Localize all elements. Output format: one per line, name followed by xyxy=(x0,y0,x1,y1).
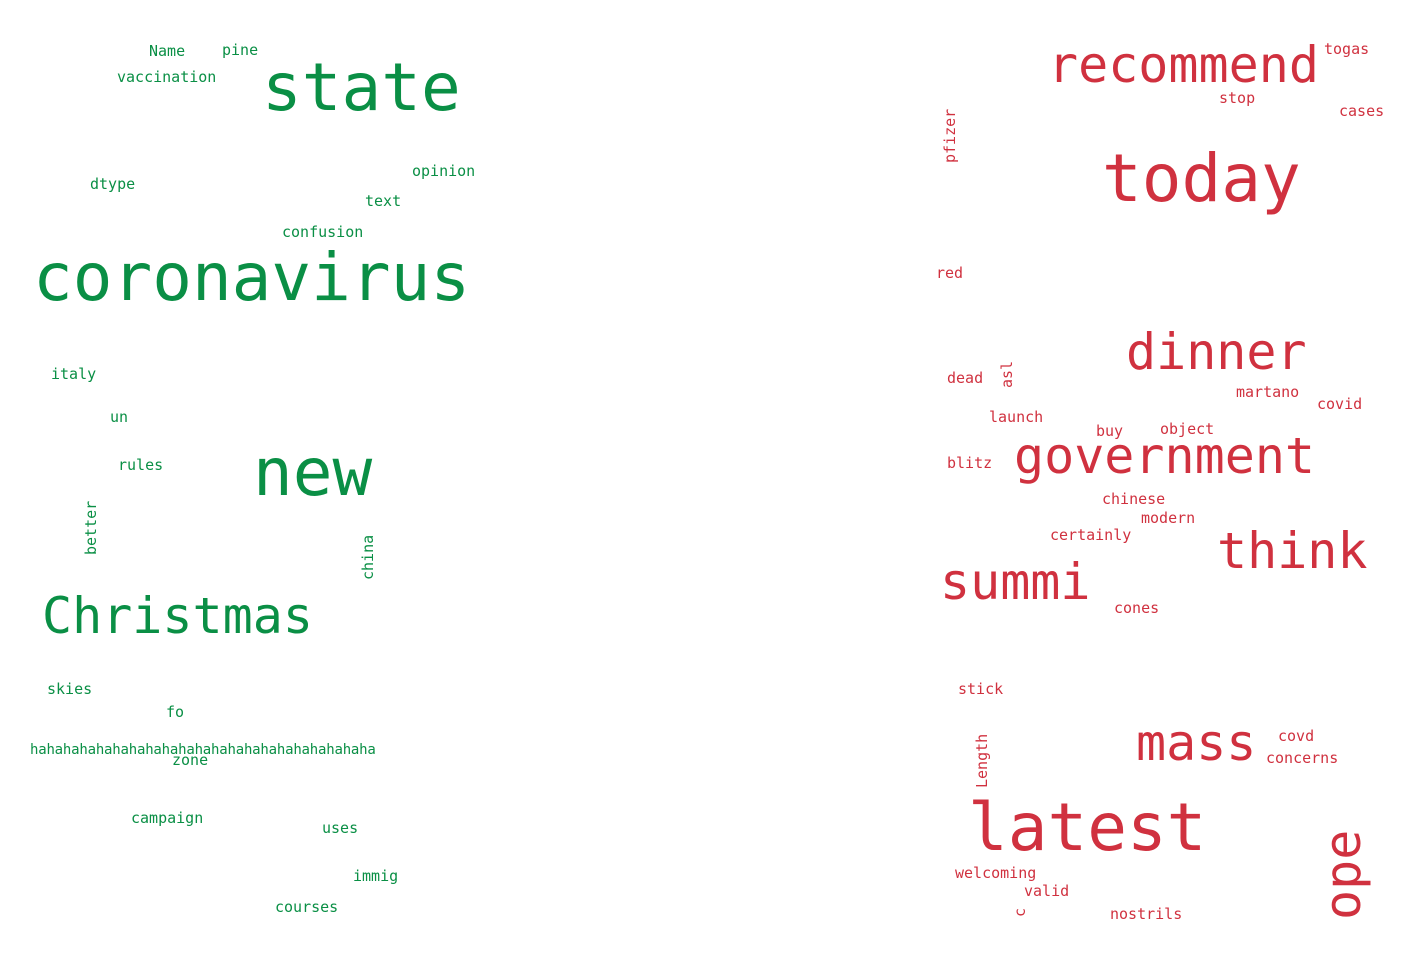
word: valid xyxy=(1024,882,1070,900)
word: text xyxy=(365,192,402,210)
word: vaccination xyxy=(117,68,217,86)
word: mass xyxy=(1136,714,1257,772)
word-cloud-left: Name pine vaccination state dtype opinio… xyxy=(0,0,560,966)
word: stick xyxy=(958,680,1004,698)
word: fo xyxy=(166,703,185,721)
word: covid xyxy=(1317,395,1363,413)
word: launch xyxy=(989,408,1044,426)
word: chinese xyxy=(1102,490,1166,508)
word: cases xyxy=(1339,102,1385,120)
word: togas xyxy=(1324,40,1370,58)
word: modern xyxy=(1141,509,1196,527)
word: un xyxy=(110,408,129,426)
word: nostrils xyxy=(1110,905,1183,923)
word: latest xyxy=(968,789,1207,866)
word: opinion xyxy=(412,162,476,180)
word: welcoming xyxy=(955,864,1037,882)
word: dead xyxy=(947,369,984,387)
word: Name xyxy=(149,42,186,60)
word: red xyxy=(936,264,964,282)
word: coronavirus xyxy=(33,239,471,316)
word: pfizer xyxy=(941,108,959,163)
word-cloud-right: recommend togas stop cases pfizer today … xyxy=(900,0,1419,966)
word: Length xyxy=(973,733,991,788)
word: concerns xyxy=(1266,749,1339,767)
word: immig xyxy=(353,867,399,885)
word: campaign xyxy=(131,809,204,827)
word: dinner xyxy=(1126,323,1307,381)
word: Christmas xyxy=(42,587,313,645)
word: summi xyxy=(940,553,1091,611)
word: covd xyxy=(1278,727,1315,745)
word: rules xyxy=(118,456,164,474)
word: better xyxy=(82,500,100,555)
word: china xyxy=(359,534,377,580)
word: certainly xyxy=(1050,526,1132,544)
word: dtype xyxy=(90,175,136,193)
word: c xyxy=(1011,907,1029,917)
word: think xyxy=(1217,522,1368,580)
word: courses xyxy=(275,898,339,916)
word: pine xyxy=(222,41,259,59)
word: buy xyxy=(1096,422,1124,440)
word: government xyxy=(1014,427,1316,485)
word: martano xyxy=(1236,383,1300,401)
word: ope xyxy=(1314,829,1372,920)
word: asl xyxy=(998,360,1016,388)
word: italy xyxy=(51,365,97,383)
word: stop xyxy=(1219,89,1256,107)
word: zone xyxy=(172,751,209,769)
word: skies xyxy=(47,680,93,698)
word: object xyxy=(1160,420,1215,438)
word: uses xyxy=(322,819,359,837)
word: recommend xyxy=(1048,36,1319,94)
word: confusion xyxy=(282,223,364,241)
word: new xyxy=(253,434,373,511)
word: state xyxy=(262,49,461,126)
word: cones xyxy=(1114,599,1160,617)
word: today xyxy=(1102,140,1301,217)
word: blitz xyxy=(947,454,993,472)
word: hahahahahahahahahahahahahahahahahahahaha… xyxy=(30,742,376,758)
